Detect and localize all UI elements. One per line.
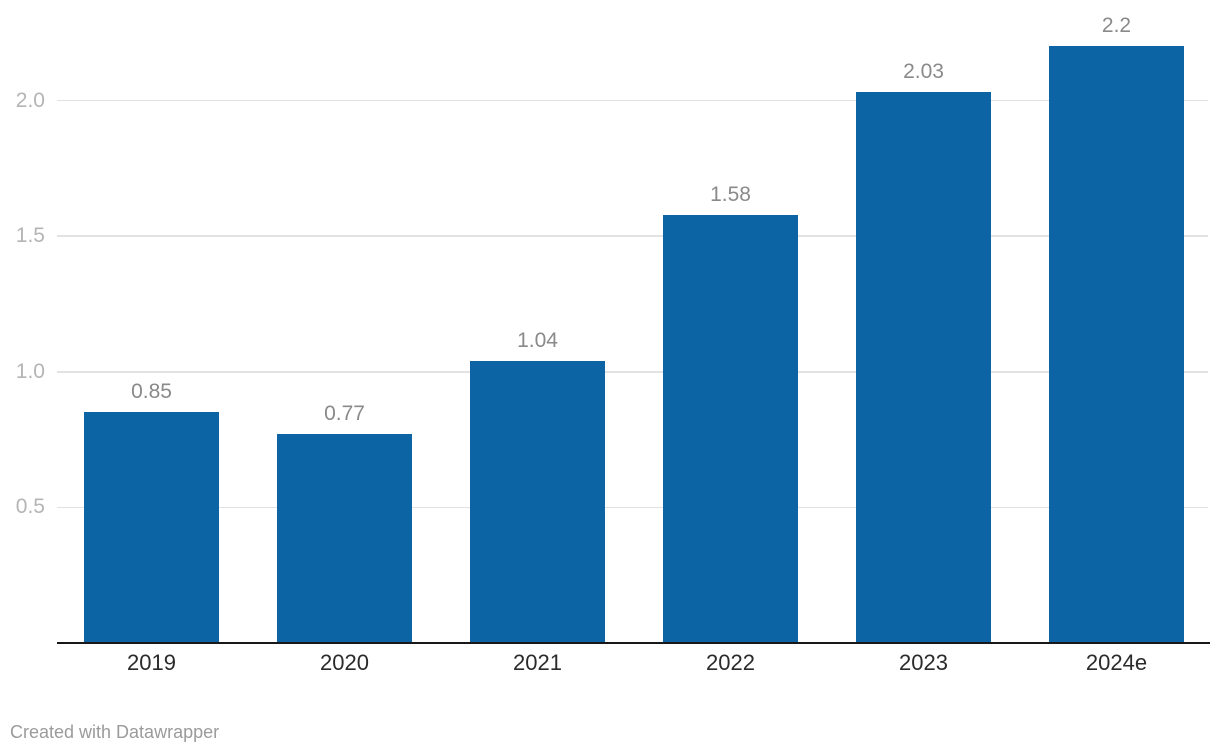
y-axis-tick-label: 0.5 bbox=[15, 495, 45, 519]
bar-2021[interactable] bbox=[470, 360, 605, 643]
y-gridline bbox=[57, 99, 1208, 102]
datawrapper-attribution-link[interactable]: Created with Datawrapper bbox=[10, 722, 220, 742]
y-axis-tick-label: 2.0 bbox=[15, 88, 45, 112]
plot-area: 0.5 1.0 1.5 2.0 0.85 2019 0.77 2020 1.04 2021 1.58… bbox=[15, 14, 1210, 675]
y-gridline bbox=[57, 235, 1208, 237]
x-axis-tick-label-2023: 2023 bbox=[899, 650, 948, 675]
value-label-2020: 0.77 bbox=[324, 402, 365, 426]
bar-2019[interactable] bbox=[84, 412, 219, 643]
value-label-2019: 0.85 bbox=[131, 380, 172, 404]
x-axis-tick-label-2020: 2020 bbox=[320, 650, 369, 675]
value-label-2022: 1.58 bbox=[710, 182, 751, 206]
y-gridline bbox=[57, 371, 1208, 373]
bar-2023[interactable] bbox=[856, 92, 991, 643]
x-axis-line bbox=[57, 642, 1210, 644]
bar-2020[interactable] bbox=[277, 434, 412, 643]
x-axis-tick-label-2024e: 2024e bbox=[1085, 650, 1148, 675]
x-axis-tick-label-2022: 2022 bbox=[706, 650, 755, 675]
value-label-2023: 2.03 bbox=[903, 60, 944, 84]
x-axis-tick-label-2021: 2021 bbox=[513, 650, 562, 675]
value-label-2024e: 2.2 bbox=[1101, 14, 1132, 38]
y-axis-tick-label: 1.0 bbox=[15, 359, 45, 383]
bar-2024e[interactable] bbox=[1049, 46, 1184, 643]
y-gridline bbox=[57, 506, 1208, 509]
value-label-2021: 1.04 bbox=[517, 328, 558, 352]
x-axis-tick-label-2019: 2019 bbox=[127, 650, 176, 675]
y-axis-tick-label: 1.5 bbox=[15, 224, 45, 248]
bar-2022[interactable] bbox=[663, 214, 798, 643]
